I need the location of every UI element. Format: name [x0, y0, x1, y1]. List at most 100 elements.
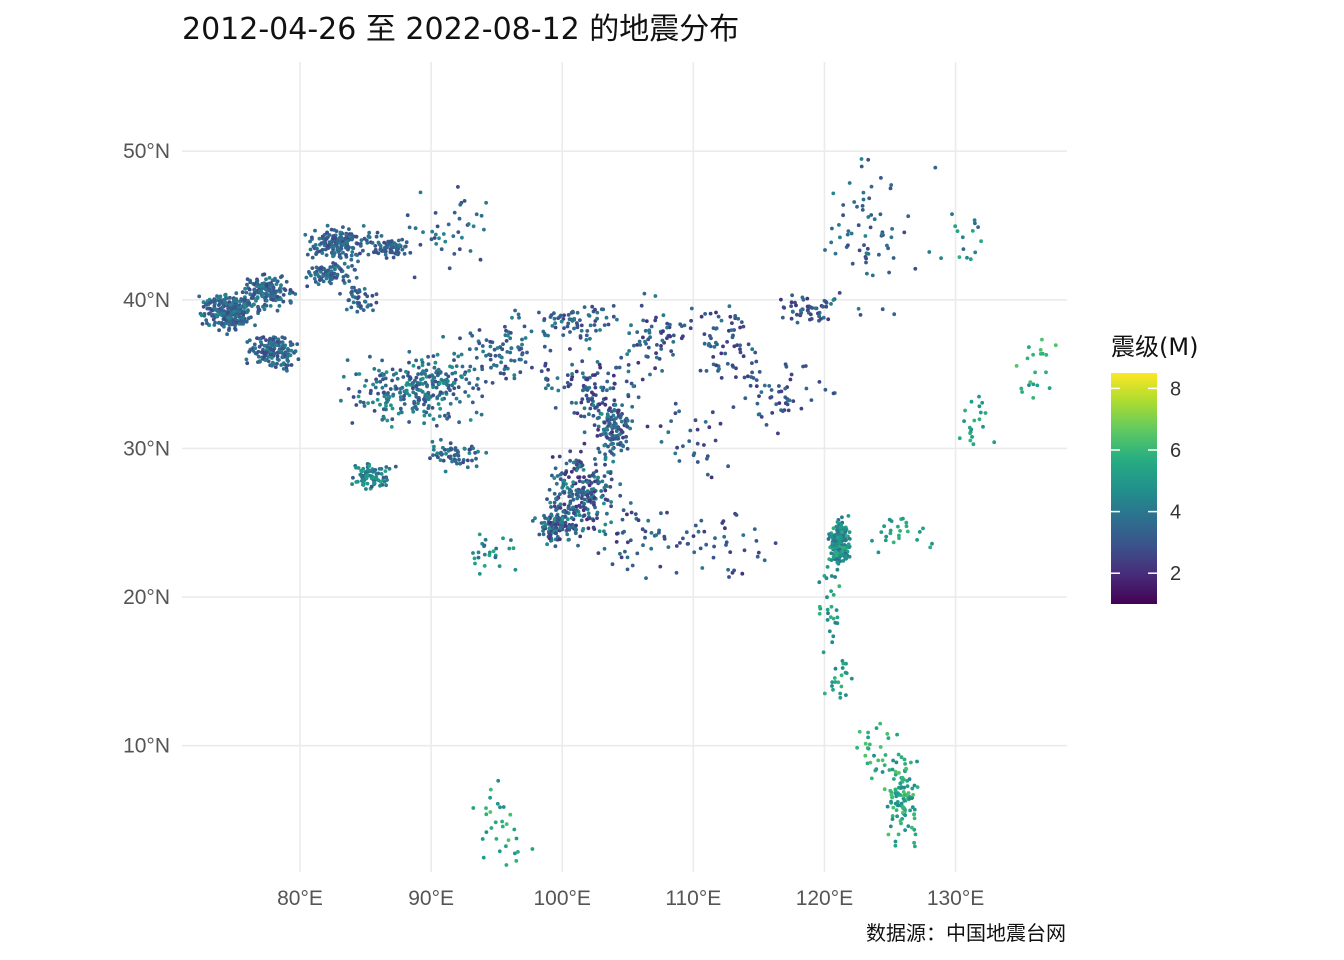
quake-point — [420, 363, 425, 368]
quake-point — [407, 360, 411, 365]
quake-point — [482, 543, 487, 548]
quake-point — [894, 808, 899, 812]
quake-point — [606, 322, 611, 327]
quake-point — [358, 251, 362, 256]
quake-point — [474, 355, 479, 360]
quake-point — [312, 276, 317, 281]
quake-point — [325, 231, 329, 235]
quake-point — [368, 354, 372, 359]
quake-point — [654, 355, 659, 360]
quake-point — [281, 299, 286, 304]
quake-point — [904, 520, 909, 525]
quake-point — [568, 330, 572, 334]
quake-point — [264, 277, 268, 282]
quake-point — [394, 251, 398, 255]
quake-point — [391, 255, 396, 260]
quake-point — [416, 372, 420, 376]
quake-point — [891, 805, 896, 810]
quake-point — [617, 432, 622, 437]
quake-point — [617, 442, 622, 446]
quake-point — [865, 761, 870, 766]
quake-point — [750, 347, 755, 352]
quake-point — [244, 290, 249, 295]
quake-point — [361, 224, 366, 228]
quake-point — [407, 225, 412, 230]
quake-point — [912, 783, 917, 788]
quake-point — [846, 229, 851, 234]
quake-point — [738, 350, 743, 355]
quake-point — [684, 530, 689, 535]
quake-point — [742, 375, 747, 380]
quake-point — [840, 552, 845, 557]
quake-point — [838, 559, 843, 563]
quake-point — [439, 437, 443, 442]
quake-point — [224, 321, 228, 326]
quake-point — [408, 250, 413, 255]
quake-point — [783, 362, 788, 367]
quake-point — [509, 346, 514, 350]
quake-point — [831, 191, 836, 196]
quake-point — [338, 230, 343, 235]
quake-point — [847, 545, 851, 550]
quake-point — [910, 786, 915, 791]
quake-point — [595, 371, 600, 375]
quake-point — [874, 726, 879, 730]
quake-point — [501, 536, 505, 541]
quake-point — [275, 361, 279, 366]
quake-point — [523, 360, 528, 364]
quake-point — [411, 409, 416, 414]
quake-point — [506, 838, 511, 842]
quake-point — [962, 419, 966, 423]
quake-point — [590, 473, 595, 477]
quake-point — [362, 236, 367, 241]
quake-point — [819, 317, 823, 321]
quake-point — [557, 454, 562, 459]
quake-point — [382, 240, 387, 245]
quake-point — [452, 210, 457, 215]
quake-point — [592, 323, 597, 327]
quake-point — [502, 371, 506, 376]
quake-point — [488, 810, 493, 814]
quake-point — [483, 379, 488, 384]
quake-point — [577, 475, 582, 479]
quake-point — [564, 510, 569, 514]
quake-point — [436, 367, 441, 372]
quake-point — [823, 248, 827, 252]
quake-point — [452, 252, 457, 256]
quake-point — [695, 441, 700, 446]
quake-point — [722, 534, 727, 539]
quake-point — [479, 412, 484, 417]
quake-point — [579, 414, 583, 418]
quake-point — [453, 377, 458, 382]
quake-point — [837, 223, 841, 227]
quake-point — [281, 362, 285, 367]
quake-point — [741, 533, 746, 537]
quake-point — [383, 252, 388, 257]
quake-point — [603, 532, 608, 537]
quake-point — [430, 439, 435, 444]
quake-point — [561, 479, 565, 484]
quake-point — [416, 397, 421, 401]
quake-point — [891, 758, 895, 763]
quake-point — [625, 567, 630, 572]
quake-point — [446, 386, 451, 390]
quake-point — [271, 285, 276, 290]
quake-point — [441, 232, 446, 236]
quake-point — [917, 530, 922, 534]
quake-point — [269, 291, 274, 296]
quake-point — [374, 234, 379, 239]
quake-point — [841, 213, 845, 218]
quake-point — [253, 346, 258, 351]
quake-point — [829, 302, 833, 306]
quake-point — [210, 299, 214, 304]
quake-point — [565, 517, 570, 522]
quake-point — [572, 511, 576, 515]
quake-point — [649, 324, 654, 329]
quake-point — [404, 369, 408, 374]
quake-point — [379, 234, 384, 238]
quake-point — [595, 310, 600, 315]
quake-point — [443, 239, 448, 244]
quake-point — [608, 471, 613, 476]
quake-point — [210, 314, 215, 318]
quake-point — [421, 230, 425, 235]
